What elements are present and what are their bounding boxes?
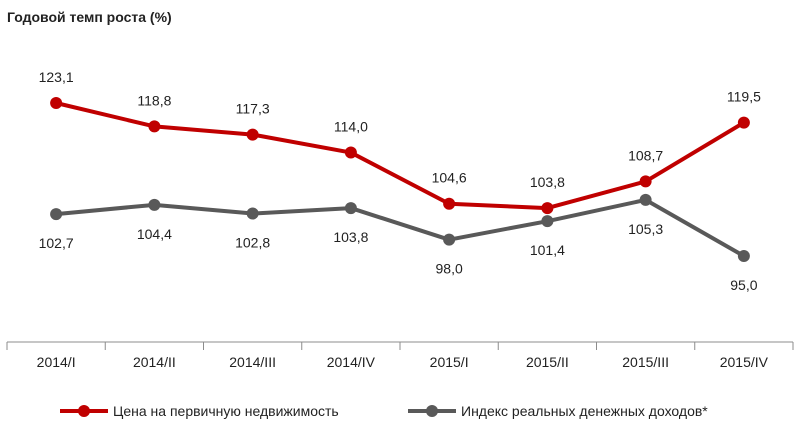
data-label: 102,8 (235, 235, 270, 251)
data-label: 98,0 (436, 261, 463, 277)
legend-marker-0 (78, 405, 90, 417)
x-tick-label: 2014/I (37, 354, 76, 370)
series-0-point (737, 116, 750, 129)
chart-title: Годовой темп роста (%) (7, 9, 172, 25)
series-1-point (246, 207, 259, 220)
data-label: 104,4 (137, 226, 172, 242)
data-label: 102,7 (39, 235, 74, 251)
legend-label-1: Индекс реальных денежных доходов* (461, 403, 708, 419)
series-1-point (737, 250, 750, 263)
series-1-point (148, 198, 161, 211)
legend-label-0: Цена на первичную недвижимость (113, 403, 339, 419)
series-0-point (443, 197, 456, 210)
data-label: 103,8 (333, 229, 368, 245)
series-0-point (344, 146, 357, 159)
legend: Цена на первичную недвижимость Индекс реа… (60, 403, 708, 419)
data-label: 123,1 (39, 69, 74, 85)
data-label: 117,3 (236, 101, 270, 117)
x-tick-label: 2015/II (526, 354, 569, 370)
series-0-point (148, 120, 161, 133)
data-label: 95,0 (730, 277, 757, 293)
x-tick-label: 2015/III (622, 354, 669, 370)
x-tick-label: 2014/IV (327, 354, 376, 370)
series-1-point (50, 208, 63, 221)
series-0-point (541, 202, 554, 215)
data-label: 114,0 (334, 119, 368, 135)
data-label: 101,4 (530, 242, 565, 258)
x-tick-label: 2015/IV (720, 354, 769, 370)
series-line-0 (54, 101, 746, 211)
data-label: 119,5 (727, 89, 761, 105)
legend-marker-1 (426, 405, 438, 417)
x-tick-label: 2014/III (229, 354, 276, 370)
data-label: 105,3 (628, 221, 663, 237)
series-0-point (639, 175, 652, 188)
data-label: 103,8 (530, 174, 565, 190)
series-1-point (344, 202, 357, 215)
series-1-point (541, 215, 554, 228)
series-1-point (443, 233, 456, 246)
series-0-point (246, 128, 259, 141)
plot-area (50, 97, 750, 263)
series-1-point (639, 193, 652, 206)
x-axis: 2014/I 2014/II 2014/III 2014/IV 2015/I 2015/I… (6, 341, 794, 370)
data-labels: 123,1 118,8 117,3 114,0 104,6 103,8 108,7 119,5… (39, 69, 761, 293)
data-label: 108,7 (628, 147, 663, 163)
data-label: 104,6 (432, 170, 467, 186)
x-tick-label: 2015/I (430, 354, 469, 370)
series-0-point (50, 97, 63, 109)
series-line-1 (54, 197, 746, 259)
x-tick-label: 2014/II (133, 354, 176, 370)
data-label: 118,8 (137, 92, 171, 108)
